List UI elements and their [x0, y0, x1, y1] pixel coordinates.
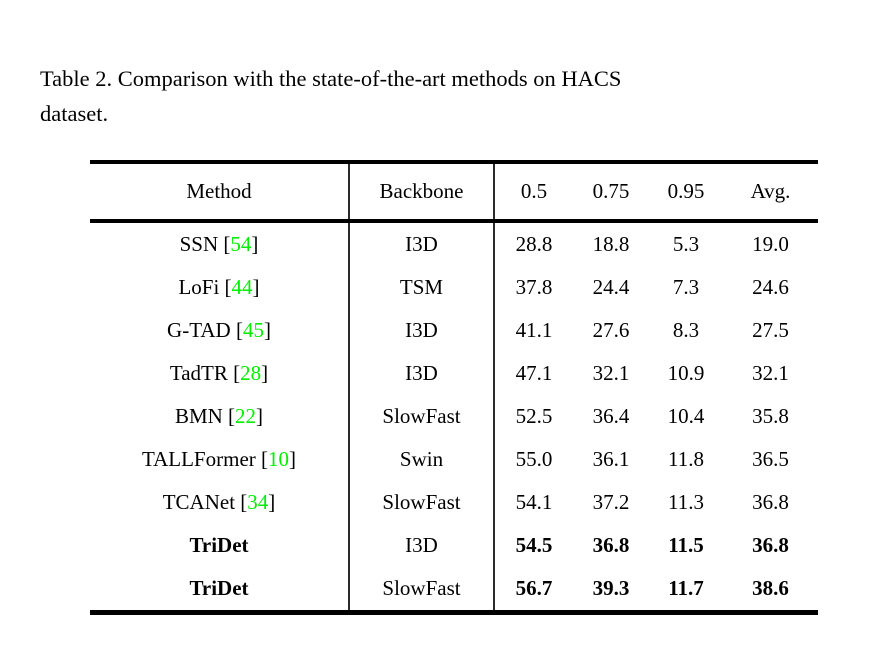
col-header-method: Method	[90, 162, 350, 223]
col-header-0-75: 0.75	[573, 162, 649, 223]
metric-value-cell: 11.7	[668, 576, 704, 600]
metric-value-cell: 37.2	[592, 490, 630, 514]
metric-value-cell: 54.5	[515, 533, 553, 557]
col-header-avg: Avg.	[723, 162, 818, 223]
method-name: TriDet	[189, 576, 249, 600]
method-cell: TALLFormer [10]	[90, 438, 350, 481]
method-cell: BMN [22]	[90, 395, 350, 438]
citation-link[interactable]: 22	[235, 404, 257, 428]
col-header-0-95: 0.95	[649, 162, 723, 223]
metric-value-cell: 55.0	[515, 447, 553, 471]
method-cell: TriDet	[90, 524, 350, 567]
table-row: SSN [54] I3D 28.8 18.8 5.3 19.0	[90, 221, 818, 266]
method-cell: TCANet [34]	[90, 481, 350, 524]
header-row: Method Backbone 0.5 0.75 0.95 Avg.	[90, 162, 818, 223]
backbone-cell: SlowFast	[349, 567, 495, 613]
table-row: TriDet I3D 54.5 36.8 11.5 36.8	[90, 524, 818, 567]
citation-link[interactable]: 44	[231, 275, 253, 299]
backbone-cell: I3D	[349, 309, 495, 352]
method-name: TALLFormer	[141, 447, 256, 471]
backbone-cell: I3D	[349, 524, 495, 567]
metric-value-cell: 24.6	[752, 275, 789, 299]
metric-value-cell: 11.5	[668, 533, 704, 557]
table-row: TadTR [28] I3D 47.1 32.1 10.9 32.1	[90, 352, 818, 395]
results-table: Method Backbone 0.5 0.75 0.95 Avg. SSN [54] I3…	[90, 160, 818, 615]
metric-value-cell: 54.1	[515, 490, 553, 514]
table-caption: Table 2. Comparison with the state-of-th…	[40, 61, 852, 131]
metric-value-cell: 10.4	[667, 404, 705, 428]
caption-line1: Table 2. Comparison with the state-of-th…	[40, 65, 622, 91]
results-table-container: Method Backbone 0.5 0.75 0.95 Avg. SSN [54] I3…	[90, 160, 818, 615]
metric-value-cell: 7.3	[672, 275, 700, 299]
backbone-cell: TSM	[349, 266, 495, 309]
metric-value-cell: 24.4	[592, 275, 630, 299]
table-header: Method Backbone 0.5 0.75 0.95 Avg.	[90, 162, 818, 223]
table-row: TCANet [34] SlowFast 54.1 37.2 11.3 36.8	[90, 481, 818, 524]
metric-value-cell: 36.8	[752, 490, 789, 514]
method-name: SSN	[179, 232, 219, 256]
metric-value-cell: 37.8	[515, 275, 553, 299]
metric-value-cell: 36.8	[592, 533, 630, 557]
metric-value-cell: 36.4	[592, 404, 630, 428]
caption-line2: dataset.	[40, 100, 109, 126]
method-cell: TadTR [28]	[90, 352, 350, 395]
metric-value-cell: 56.7	[515, 576, 553, 600]
citation-link[interactable]: 34	[247, 490, 269, 514]
backbone-cell: SlowFast	[349, 395, 495, 438]
metric-value-cell: 10.9	[667, 361, 705, 385]
metric-value-cell: 18.8	[592, 232, 630, 256]
method-name: TCANet	[162, 490, 236, 514]
metric-value-cell: 11.3	[668, 490, 704, 514]
metric-value-cell: 36.1	[592, 447, 630, 471]
metric-value-cell: 32.1	[592, 361, 630, 385]
table-row: LoFi [44] TSM 37.8 24.4 7.3 24.6	[90, 266, 818, 309]
backbone-cell: SlowFast	[349, 481, 495, 524]
metric-value-cell: 8.3	[672, 318, 700, 342]
metric-value-cell: 35.8	[752, 404, 789, 428]
col-header-0-5: 0.5	[494, 162, 573, 223]
metric-value-cell: 27.6	[592, 318, 630, 342]
method-cell: G-TAD [45]	[90, 309, 350, 352]
metric-value-cell: 32.1	[752, 361, 789, 385]
method-name: G-TAD	[167, 318, 231, 342]
metric-value-cell: 41.1	[515, 318, 553, 342]
backbone-cell: I3D	[349, 221, 495, 266]
table-row: TriDet SlowFast 56.7 39.3 11.7 38.6	[90, 567, 818, 613]
table-row: BMN [22] SlowFast 52.5 36.4 10.4 35.8	[90, 395, 818, 438]
metric-value-cell: 47.1	[515, 361, 553, 385]
table-row: TALLFormer [10] Swin 55.0 36.1 11.8 36.5	[90, 438, 818, 481]
table-body: SSN [54] I3D 28.8 18.8 5.3 19.0 LoFi [44] TSM 37…	[90, 221, 818, 613]
col-header-backbone: Backbone	[349, 162, 495, 223]
metric-value-cell: 5.3	[672, 232, 700, 256]
metric-value-cell: 36.8	[752, 533, 789, 557]
backbone-cell: Swin	[349, 438, 495, 481]
metric-value-cell: 28.8	[515, 232, 553, 256]
citation-link[interactable]: 28	[240, 361, 262, 385]
table-row: G-TAD [45] I3D 41.1 27.6 8.3 27.5	[90, 309, 818, 352]
method-name: BMN	[174, 404, 223, 428]
metric-value-cell: 39.3	[592, 576, 630, 600]
method-cell: SSN [54]	[90, 221, 350, 266]
method-name: TadTR	[169, 361, 228, 385]
citation-link[interactable]: 54	[230, 232, 252, 256]
metric-value-cell: 52.5	[515, 404, 553, 428]
method-name: TriDet	[189, 533, 249, 557]
metric-value-cell: 19.0	[752, 232, 789, 256]
metric-value-cell: 38.6	[752, 576, 789, 600]
metric-value-cell: 27.5	[752, 318, 789, 342]
backbone-cell: I3D	[349, 352, 495, 395]
method-cell: TriDet	[90, 567, 350, 613]
metric-value-cell: 11.8	[668, 447, 704, 471]
method-cell: LoFi [44]	[90, 266, 350, 309]
metric-value-cell: 36.5	[752, 447, 789, 471]
citation-link[interactable]: 10	[268, 447, 290, 471]
method-name: LoFi	[178, 275, 220, 299]
citation-link[interactable]: 45	[242, 318, 264, 342]
